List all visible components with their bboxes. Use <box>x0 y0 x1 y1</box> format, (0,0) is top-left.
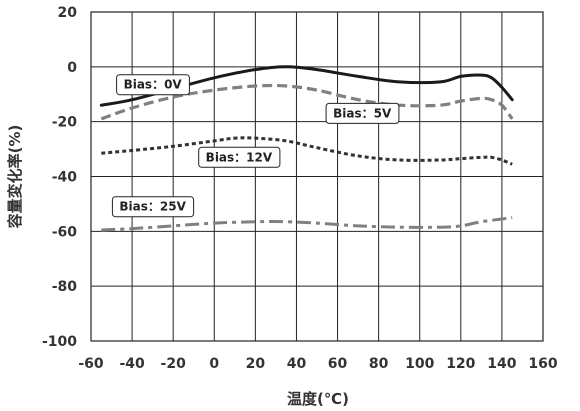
x-tick-label: -60 <box>78 356 104 372</box>
y-tick-label: -80 <box>52 279 78 295</box>
series-annotation: Bias：0V <box>116 74 190 96</box>
series-line-4 <box>101 216 513 232</box>
x-tick-label: -20 <box>161 356 187 372</box>
plot-frame <box>90 11 544 342</box>
series-line-2 <box>100 83 514 121</box>
annotation-box <box>116 74 190 96</box>
x-tick-label: 100 <box>405 356 434 372</box>
annotation-label: Bias：0V <box>124 78 183 92</box>
series-annotation: Bias：5V <box>325 102 400 124</box>
x-tick-label: 160 <box>528 356 557 372</box>
series-annotation: Bias：25V <box>111 196 195 218</box>
annotation-label: Bias：5V <box>333 106 392 120</box>
y-tick-label: 20 <box>58 5 78 21</box>
y-tick-label: 0 <box>67 60 77 76</box>
y-tick-label: -60 <box>52 224 78 240</box>
x-tick-label: 40 <box>287 356 307 372</box>
series-annotation: Bias：12V <box>198 146 281 168</box>
series-line-3 <box>101 136 513 166</box>
x-tick-label: 60 <box>328 356 348 372</box>
annotation-box <box>111 196 195 218</box>
x-tick-labels: -60 -40 -20 0 20 40 60 80 100 120 140 160 <box>78 356 558 372</box>
annotation-box <box>325 102 400 124</box>
x-axis-title: 温度(℃) <box>287 390 349 408</box>
y-tick-labels: 20 0 -20 -40 -60 -80 -100 <box>42 5 77 350</box>
y-tick-label: -100 <box>42 334 77 350</box>
y-axis-title: 容量変化率(%) <box>6 125 24 230</box>
annotation-label: Bias：12V <box>206 150 273 164</box>
series-annotations: Bias：0V Bias：5V Bias：12V Bias：25V <box>111 74 400 218</box>
annotation-box <box>198 146 281 168</box>
x-tick-label: 120 <box>446 356 475 372</box>
y-tick-label: -20 <box>52 115 78 131</box>
x-tick-label: -40 <box>119 356 145 372</box>
x-tick-label: 20 <box>246 356 266 372</box>
grid-lines <box>90 11 544 342</box>
x-tick-label: 0 <box>209 356 219 372</box>
x-tick-label: 140 <box>487 356 516 372</box>
annotation-label: Bias：25V <box>119 200 186 214</box>
y-tick-label: -40 <box>52 170 78 186</box>
x-tick-label: 80 <box>369 356 389 372</box>
